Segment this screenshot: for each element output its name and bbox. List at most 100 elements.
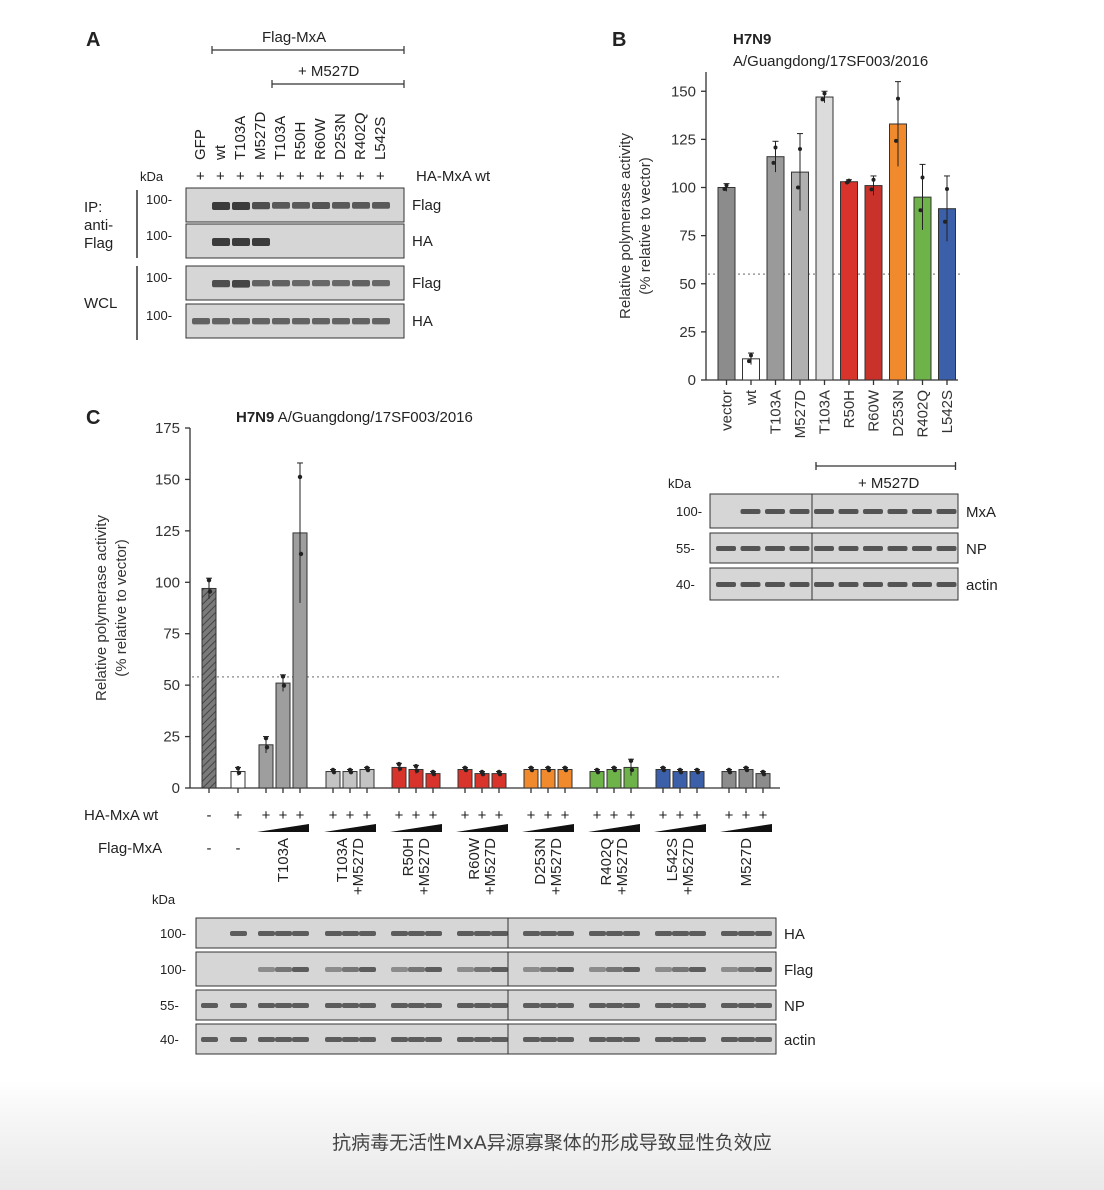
blot-band bbox=[721, 1003, 738, 1008]
bar-c bbox=[457, 768, 473, 789]
bar-group-c: + + + R402Q +M527D bbox=[588, 758, 640, 895]
group-label-c: L542S bbox=[664, 838, 681, 881]
blot-band bbox=[936, 509, 957, 514]
blot-c-3: 55- NP bbox=[160, 989, 805, 1021]
blot-band bbox=[272, 318, 290, 325]
x-tick-label-b: vector bbox=[719, 390, 736, 431]
y-tick-label-b: 125 bbox=[671, 131, 696, 148]
blot-kda-marker: 100- bbox=[160, 962, 186, 977]
data-point-b bbox=[771, 160, 776, 165]
blot-band bbox=[230, 1037, 247, 1042]
blot-band bbox=[523, 967, 540, 972]
blot-band bbox=[391, 1003, 408, 1008]
blot-band bbox=[201, 1003, 218, 1008]
blot-band bbox=[689, 931, 706, 936]
blot-band bbox=[292, 1003, 309, 1008]
bar-c bbox=[738, 768, 754, 789]
blot-band bbox=[557, 931, 574, 936]
blot-band bbox=[887, 582, 908, 587]
flag-ramp-c bbox=[522, 824, 574, 832]
panel-c-letter: C bbox=[86, 407, 100, 429]
bar-b bbox=[840, 181, 858, 381]
bar-c bbox=[275, 682, 291, 789]
blot-band bbox=[325, 967, 342, 972]
blot-band bbox=[672, 931, 689, 936]
blot-band bbox=[332, 280, 350, 287]
ha-plus-sign-a: + bbox=[196, 168, 205, 185]
data-point-b bbox=[918, 208, 923, 213]
blot-band bbox=[212, 280, 230, 288]
group-label-c: +M527D bbox=[482, 838, 499, 895]
ha-sign-c: + bbox=[478, 807, 487, 824]
data-point-c bbox=[413, 763, 419, 769]
blot-a-4: 100- HA bbox=[146, 303, 433, 339]
bar-group-c: + + +T103A bbox=[257, 462, 309, 882]
blot-band bbox=[623, 1037, 640, 1042]
data-point-b bbox=[724, 183, 729, 188]
data-point-b bbox=[796, 185, 800, 190]
bar-b bbox=[717, 187, 736, 381]
lane-label-a: T103A bbox=[272, 116, 289, 160]
ha-sign-c: - bbox=[207, 807, 212, 824]
blot-band bbox=[623, 967, 640, 972]
ha-sign-c: + bbox=[234, 807, 243, 824]
bar-c bbox=[606, 768, 622, 789]
blot-band bbox=[275, 1003, 292, 1008]
group-label-c: D253N bbox=[532, 838, 549, 885]
bar-chart-c: 0 25 50 75 100 125 150 175 Relative polymerase a… bbox=[93, 420, 780, 895]
y-axis-label-c-2: (% relative to vector) bbox=[113, 539, 130, 677]
blot-band bbox=[252, 280, 270, 287]
group-label-c: +M527D bbox=[416, 838, 433, 895]
blot-band bbox=[212, 238, 230, 246]
data-point-c bbox=[264, 745, 270, 750]
y-tick-label-c: 125 bbox=[155, 523, 180, 540]
blot-label: NP bbox=[966, 541, 987, 558]
group-label-c: +M527D bbox=[614, 838, 631, 895]
bar-c bbox=[201, 587, 217, 789]
blot-band bbox=[232, 318, 250, 325]
flag-ramp-c bbox=[257, 824, 309, 832]
blot-band bbox=[689, 967, 706, 972]
blot-band bbox=[342, 967, 359, 972]
ha-sign-c: + bbox=[676, 807, 685, 824]
blot-band bbox=[457, 931, 474, 936]
blot-band bbox=[312, 318, 330, 325]
blot-band bbox=[425, 1003, 442, 1008]
group-label-c: T103A bbox=[275, 838, 292, 882]
group-label-c: R60W bbox=[466, 837, 483, 880]
panel-b-letter: B bbox=[612, 29, 626, 51]
blot-band bbox=[258, 1037, 275, 1042]
blot-a-1: 100- Flag bbox=[146, 187, 441, 223]
bar-b bbox=[766, 156, 785, 381]
blot-band bbox=[491, 967, 508, 972]
group-label-c: R50H bbox=[400, 838, 417, 876]
blot-band bbox=[230, 931, 247, 936]
m527d-bracket-label-b: + M527D bbox=[858, 475, 919, 492]
x-tick-label-b: R402Q bbox=[915, 390, 932, 438]
blot-band bbox=[912, 546, 932, 551]
data-point-b bbox=[722, 187, 727, 192]
blot-label: actin bbox=[966, 577, 998, 594]
blot-band bbox=[721, 1037, 738, 1042]
data-point-b bbox=[896, 96, 900, 101]
lane-label-a: M527D bbox=[252, 111, 269, 160]
blot-band bbox=[408, 1003, 425, 1008]
data-point-c bbox=[397, 766, 403, 771]
blot-label: NP bbox=[784, 998, 805, 1015]
ha-sign-c: + bbox=[561, 807, 570, 824]
ha-sign-c: + bbox=[610, 807, 619, 824]
group-label-c: +M527D bbox=[680, 838, 697, 895]
blot-band bbox=[201, 1037, 218, 1042]
blot-band bbox=[474, 931, 491, 936]
blot-band bbox=[252, 202, 270, 210]
blot-band bbox=[312, 280, 330, 287]
blot-band bbox=[474, 1003, 491, 1008]
data-point-c bbox=[297, 474, 303, 480]
lane-label-a: L542S bbox=[372, 117, 389, 160]
blot-band bbox=[212, 202, 230, 210]
bar-group-c: -- bbox=[201, 577, 217, 857]
x-tick-label-b: R60W bbox=[866, 389, 883, 432]
ha-plus-sign-a: + bbox=[236, 168, 245, 185]
blot-kda-marker: 40- bbox=[676, 577, 695, 592]
blot-band bbox=[359, 1003, 376, 1008]
